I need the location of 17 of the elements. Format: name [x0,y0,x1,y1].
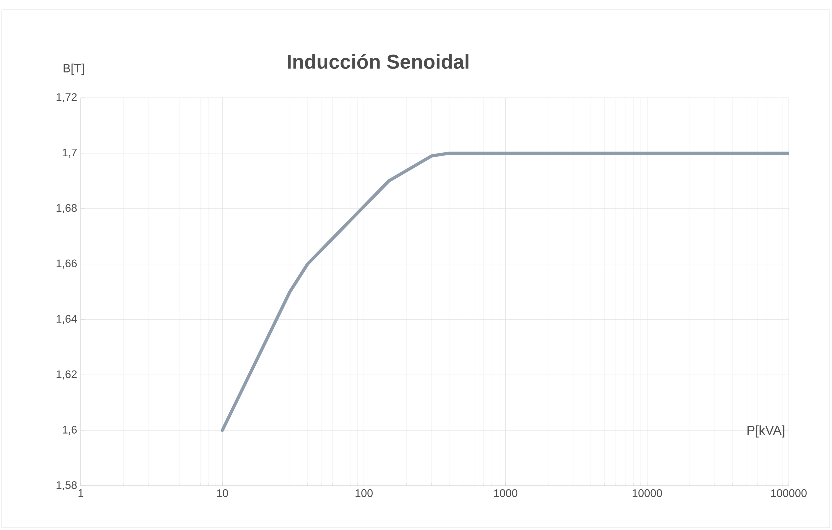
y-tick-label: 1,7 [63,148,77,158]
y-axis-title: B[T] [64,64,84,76]
x-tick-label: 10000 [632,490,662,498]
y-tick-label: 1,66 [56,260,77,269]
x-tick-label: 10 [217,490,228,498]
x-tick-label: 1 [78,490,84,498]
y-tick-label: 1,58 [56,481,77,491]
y-tick-label: 1,72 [56,93,77,103]
x-tick-label: 100000 [771,490,807,498]
y-tick-label: 1,62 [56,370,77,380]
chart-title: Inducción Senoidal [288,54,469,70]
y-tick-label: 1,68 [56,204,77,214]
y-tick-label: 1,6 [63,426,77,436]
y-tick-label: 1,64 [56,315,78,324]
x-axis-title: P[kVA] [748,426,785,438]
x-tick-label: 100 [356,490,373,498]
x-tick-label: 1000 [494,490,518,498]
